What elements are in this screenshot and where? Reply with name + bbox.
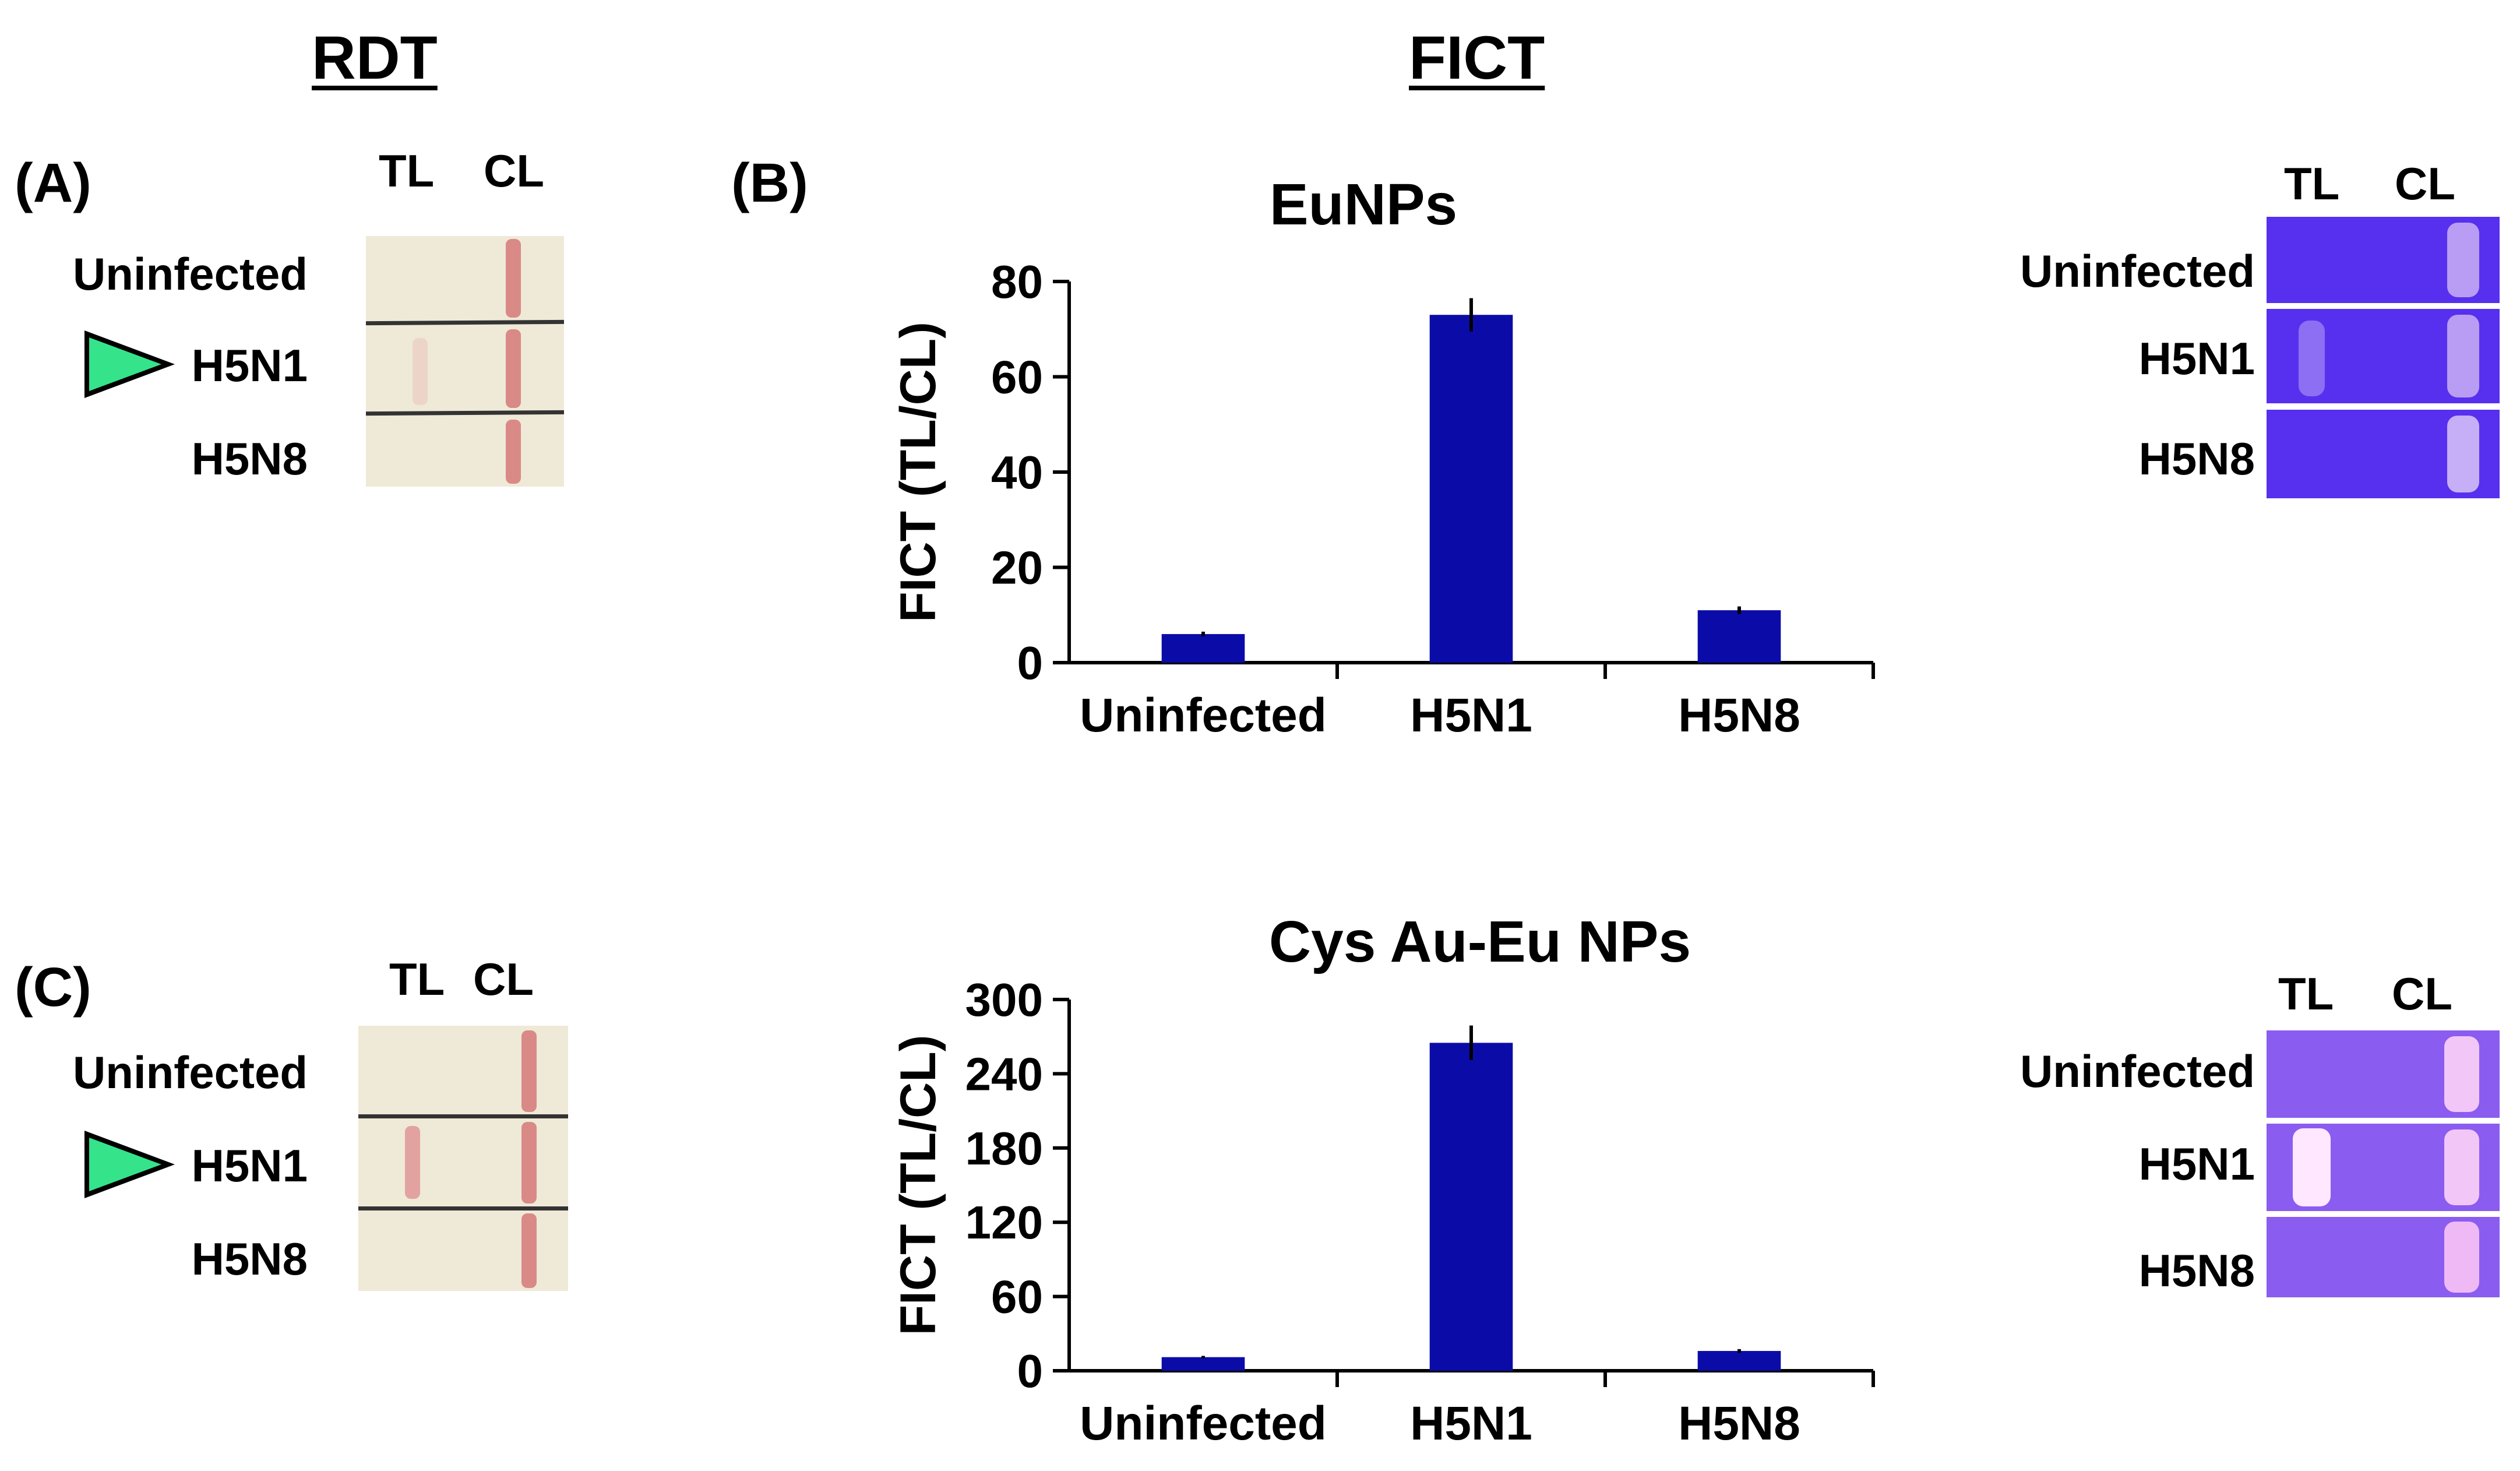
y-tick-label: 60 xyxy=(991,351,1043,403)
fict-c-cl-label: CL xyxy=(2392,968,2452,1019)
rdt-header: RDT xyxy=(312,24,438,92)
bar-h5n8 xyxy=(1697,1351,1781,1371)
bar-h5n1 xyxy=(1429,315,1513,663)
positive-indicator-a-icon xyxy=(84,330,175,398)
rdt-c-cl-line-uninfected xyxy=(521,1030,537,1112)
fict-b-strip-h5n8 xyxy=(2267,410,2500,498)
fict-b-cl-line xyxy=(2447,416,2479,492)
rdt-c-cl-line-h5n8 xyxy=(521,1213,537,1288)
rdt-c-separator-2 xyxy=(358,1206,568,1210)
rdt-c-row-h5n8: H5N8 xyxy=(191,1233,308,1285)
fict-c-strip-h5n8 xyxy=(2267,1217,2500,1297)
y-tick-label: 240 xyxy=(965,1048,1043,1100)
fict-b-cl-label: CL xyxy=(2395,158,2455,209)
y-tick-label: 40 xyxy=(991,446,1043,498)
bar-h5n1 xyxy=(1429,1043,1513,1371)
y-tick-label: 120 xyxy=(965,1196,1043,1248)
rdt-a-cl-line-uninfected xyxy=(506,239,521,318)
rdt-c-separator-1 xyxy=(358,1114,568,1118)
panel-label-a: (A) xyxy=(15,152,91,214)
bar-h5n8 xyxy=(1697,610,1781,663)
fict-c-cl-line xyxy=(2444,1036,2479,1112)
rdt-a-strip xyxy=(365,236,565,487)
rdt-c-tl-line-h5n1 xyxy=(405,1126,420,1199)
panel-label-c: (C) xyxy=(15,956,91,1018)
rdt-c-row-h5n1: H5N1 xyxy=(191,1140,308,1191)
chart-cys-au-eu-nps: Cys Au-Eu NPs FICT (TL/CL) 0 60 120 180 240 300… xyxy=(890,909,1875,1450)
bar-uninfected xyxy=(1161,1357,1245,1371)
panel-label-b: (B) xyxy=(731,152,808,214)
x-tick-label: H5N8 xyxy=(1678,689,1800,742)
rdt-c-strip xyxy=(358,1026,568,1291)
rdt-a-cl-label: CL xyxy=(484,145,544,196)
chart-title: Cys Au-Eu NPs xyxy=(1269,909,1691,974)
fict-header: FICT xyxy=(1409,24,1545,92)
rdt-a-tl-line-h5n1 xyxy=(413,338,428,405)
rdt-c-cl-label: CL xyxy=(473,953,534,1005)
x-tick-label: Uninfected xyxy=(1080,1397,1327,1450)
fict-b-cl-line xyxy=(2447,315,2479,397)
fict-b-row-uninfected: Uninfected xyxy=(2019,245,2255,297)
fict-c-strip-h5n1 xyxy=(2267,1124,2500,1211)
y-tick-label: 20 xyxy=(991,542,1043,594)
x-tick-label: H5N1 xyxy=(1410,1397,1532,1450)
x-tick-label: H5N8 xyxy=(1678,1397,1800,1450)
y-tick-label: 80 xyxy=(991,256,1043,308)
y-tick-label: 0 xyxy=(1017,637,1044,689)
fict-b-strip-uninfected xyxy=(2267,217,2500,303)
rdt-a-cl-line-h5n8 xyxy=(506,420,521,484)
fict-c-cl-line xyxy=(2444,1222,2479,1293)
fict-c-cl-line xyxy=(2444,1129,2479,1205)
x-tick-label: Uninfected xyxy=(1080,689,1327,742)
positive-indicator-c-icon xyxy=(84,1131,175,1198)
rdt-c-tl-label: TL xyxy=(389,953,445,1005)
x-tick-label: H5N1 xyxy=(1410,689,1532,742)
rdt-a-cl-line-h5n1 xyxy=(506,329,521,408)
fict-b-row-h5n1: H5N1 xyxy=(2138,333,2255,384)
rdt-a-row-uninfected: Uninfected xyxy=(72,248,308,300)
y-tick-label: 0 xyxy=(1017,1345,1044,1397)
y-tick-label: 60 xyxy=(991,1271,1043,1323)
chart-eunps: EuNPs FICT (TL/CL) 0 20 40 60 80 Uninfected H5N1… xyxy=(890,172,1875,742)
rdt-c-row-uninfected: Uninfected xyxy=(72,1047,308,1098)
rdt-a-row-h5n1: H5N1 xyxy=(191,340,308,391)
fict-c-row-uninfected: Uninfected xyxy=(2019,1046,2255,1097)
fict-b-strip-h5n1 xyxy=(2267,309,2500,403)
fict-c-strip-uninfected xyxy=(2267,1030,2500,1118)
rdt-c-cl-line-h5n1 xyxy=(521,1122,537,1203)
chart-title: EuNPs xyxy=(1270,172,1457,237)
rdt-a-tl-label: TL xyxy=(379,145,435,196)
fict-c-tl-line xyxy=(2293,1128,2331,1206)
bar-uninfected xyxy=(1161,634,1245,663)
y-axis-label: FICT (TL/CL) xyxy=(890,322,946,622)
fict-b-row-h5n8: H5N8 xyxy=(2138,433,2255,484)
y-tick-label: 180 xyxy=(965,1122,1043,1174)
fict-b-cl-line xyxy=(2447,223,2479,297)
fict-b-tl-label: TL xyxy=(2284,158,2340,209)
fict-c-row-h5n1: H5N1 xyxy=(2138,1138,2255,1190)
y-axis-label: FICT (TL/CL) xyxy=(890,1035,946,1336)
y-tick-label: 300 xyxy=(965,974,1043,1026)
fict-c-tl-label: TL xyxy=(2278,968,2334,1019)
fict-c-row-h5n8: H5N8 xyxy=(2138,1245,2255,1296)
fict-b-tl-line xyxy=(2299,321,2325,396)
rdt-a-row-h5n8: H5N8 xyxy=(191,433,308,484)
